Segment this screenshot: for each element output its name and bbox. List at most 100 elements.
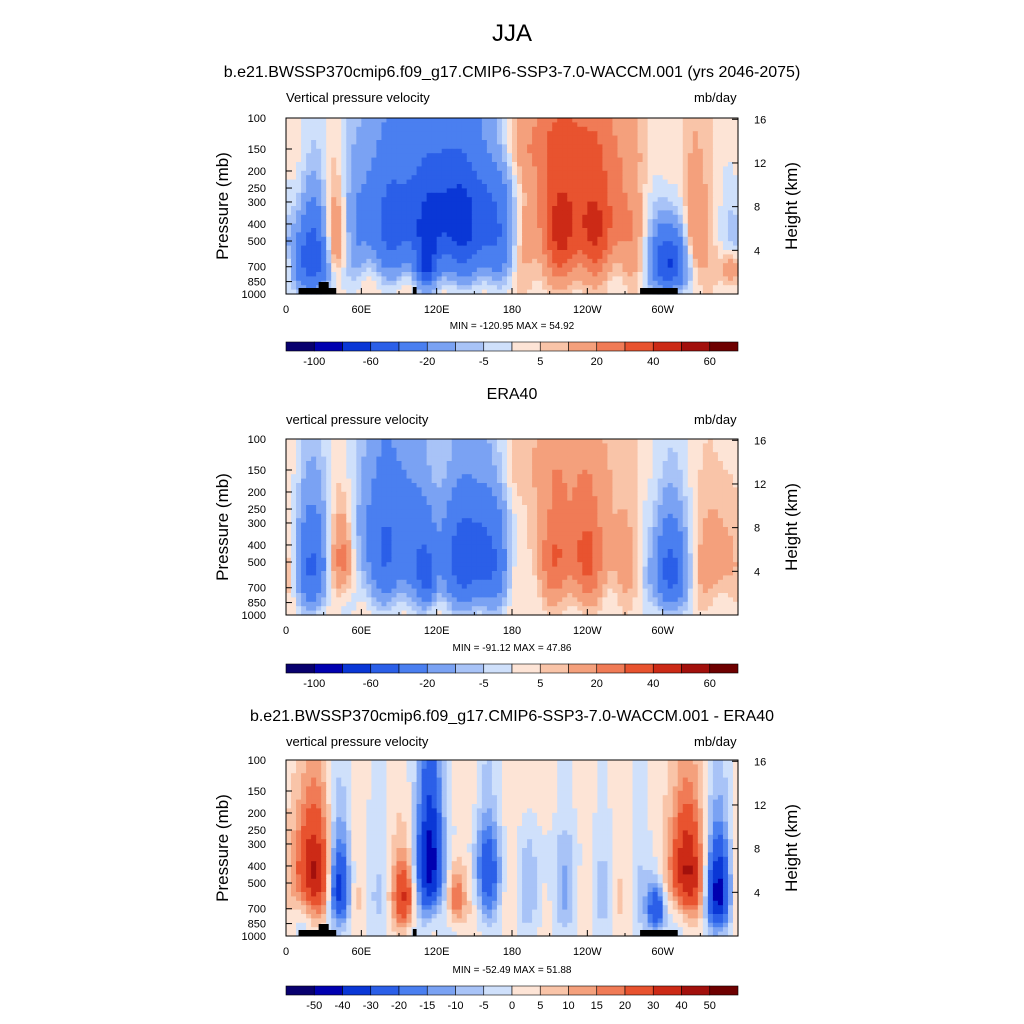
field-cell — [567, 184, 573, 189]
field-cell — [291, 188, 297, 194]
field-cell — [371, 188, 377, 194]
field-cell — [491, 289, 498, 295]
field-cell — [667, 144, 674, 150]
field-cell — [547, 461, 553, 466]
field-cell — [567, 267, 573, 273]
field-cell — [697, 206, 704, 211]
field-cell — [481, 263, 488, 269]
field-cell — [712, 148, 719, 154]
field-cell — [426, 469, 433, 475]
field-cell — [557, 170, 563, 176]
field-cell — [547, 140, 553, 145]
field-cell — [542, 184, 548, 189]
field-cell — [341, 210, 347, 216]
field-cell — [296, 157, 302, 163]
field-cell — [446, 469, 453, 475]
field-cell — [326, 219, 332, 225]
field-cell — [647, 184, 654, 189]
field-cell — [682, 258, 689, 264]
field-cell — [346, 175, 352, 181]
field-cell — [406, 140, 413, 145]
colorbar-label: 20 — [591, 356, 603, 368]
field-cell — [376, 250, 383, 255]
field-cell — [356, 135, 362, 141]
field-cell — [366, 153, 372, 159]
field-cell — [667, 456, 674, 462]
field-cell — [722, 175, 729, 181]
field-cell — [331, 500, 337, 506]
field-cell — [391, 491, 398, 497]
field-cell — [577, 267, 583, 273]
field-cell — [587, 483, 593, 488]
field-cell — [296, 465, 302, 471]
field-cell — [632, 469, 639, 475]
field-cell — [682, 487, 689, 493]
field-cell — [627, 250, 634, 255]
field-cell — [517, 184, 523, 189]
field-cell — [396, 241, 403, 247]
field-cell — [311, 162, 317, 167]
field-cell — [491, 456, 498, 462]
field-cell — [647, 487, 654, 493]
field-cell — [692, 258, 699, 264]
field-cell — [627, 144, 634, 150]
field-cell — [486, 122, 493, 128]
field-cell — [577, 483, 583, 488]
field-cell — [416, 241, 423, 247]
field-cell — [647, 456, 654, 462]
field-cell — [366, 461, 372, 466]
field-cell — [657, 175, 664, 181]
field-cell — [582, 140, 588, 145]
field-cell — [506, 456, 513, 462]
field-cell — [426, 236, 433, 242]
field-cell — [366, 478, 372, 484]
field-cell — [441, 122, 448, 128]
field-cell — [672, 263, 679, 269]
field-cell — [331, 285, 337, 291]
field-cell — [376, 144, 383, 150]
field-cell — [486, 135, 493, 141]
field-cell — [677, 478, 684, 484]
field-cell — [301, 223, 307, 229]
field-cell — [421, 210, 428, 216]
field-cell — [627, 263, 634, 269]
field-cell — [697, 254, 704, 260]
field-cell — [371, 170, 377, 176]
field-cell — [401, 219, 408, 225]
field-cell — [451, 135, 458, 141]
field-cell — [602, 126, 609, 132]
field-cell — [692, 443, 699, 449]
field-cell — [527, 487, 533, 493]
field-cell — [602, 250, 609, 255]
field-cell — [346, 280, 352, 286]
field-cell — [632, 206, 639, 211]
field-cell — [286, 201, 292, 207]
field-cell — [717, 456, 724, 462]
field-cell — [356, 140, 362, 145]
field-cell — [732, 478, 739, 484]
field-cell — [421, 219, 428, 225]
field-cell — [421, 491, 428, 497]
field-cell — [486, 263, 493, 269]
field-cell — [627, 201, 634, 207]
field-cell — [466, 263, 473, 269]
field-cell — [627, 135, 634, 141]
field-cell — [517, 118, 523, 123]
field-cell — [496, 201, 503, 207]
field-cell — [476, 447, 483, 453]
field-cell — [522, 157, 528, 163]
field-cell — [572, 144, 578, 150]
field-cell — [547, 487, 553, 493]
field-cell — [451, 144, 458, 150]
field-cell — [316, 491, 322, 497]
field-cell — [607, 197, 614, 203]
field-cell — [702, 236, 709, 242]
field-cell — [361, 289, 367, 295]
field-cell — [366, 285, 372, 291]
field-cell — [647, 188, 654, 194]
field-cell — [622, 443, 629, 449]
field-cell — [522, 236, 528, 242]
field-cell — [552, 474, 558, 480]
field-cell — [426, 478, 433, 484]
panel-1-minmax: MIN = -120.95 MAX = 54.92 — [449, 321, 575, 332]
